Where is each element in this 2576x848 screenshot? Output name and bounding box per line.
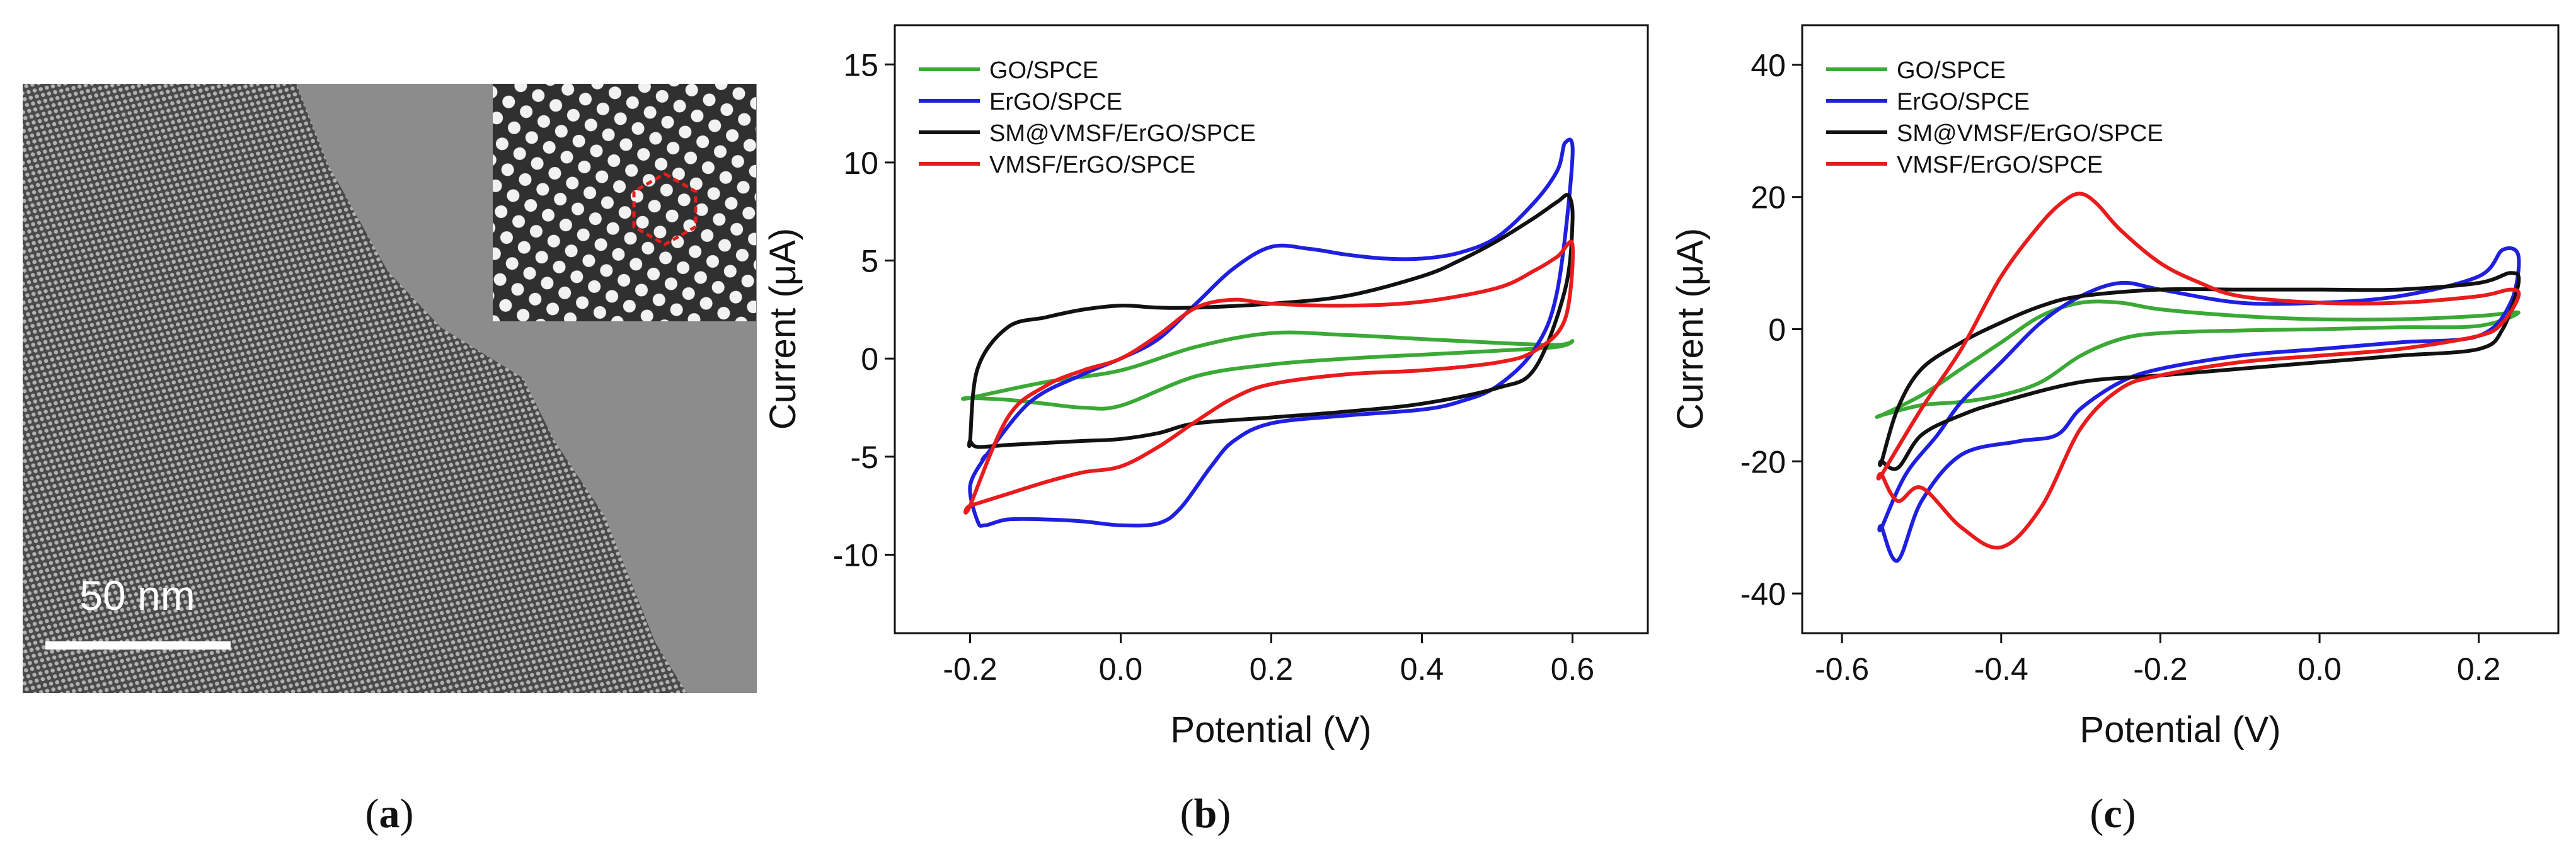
x-axis-ticks: -0.6 -0.4 -0.2 0.0 0.2 [1815, 633, 2500, 687]
x-tick-label: -0.2 [2133, 651, 2187, 687]
panel-label-b: (b) [1180, 791, 1231, 837]
scale-bar-label: 50 nm [79, 572, 195, 619]
series-line-ergo-spce [968, 137, 1575, 528]
y-axis-label: Current (μA) [1670, 228, 1711, 430]
y-axis-ticks: -40 -20 0 20 40 [1740, 48, 1802, 612]
x-tick-label: 0.4 [1400, 651, 1444, 687]
y-tick-label: 10 [843, 146, 878, 181]
x-tick-label: -0.2 [943, 651, 997, 687]
chart-c: -40 -20 0 20 40 -0.6 -0.4 -0.2 0.0 0.2 GO/SPCE Er… [1670, 24, 2560, 750]
x-tick-label: 0.0 [2297, 651, 2342, 687]
x-tick-label: 0.0 [1099, 651, 1143, 687]
chart-b: -10 -5 0 5 10 15 -0.2 0.0 0.2 0.4 0.6 GO/SPCE ErGO… [762, 24, 1649, 750]
x-tick-label: 0.2 [2457, 651, 2501, 687]
plot-frame [1801, 24, 2560, 634]
y-tick-label: 0 [1768, 312, 1786, 348]
legend-entry: ErGO/SPCE [1897, 89, 2030, 115]
series-line-sm-vmsf-ergo-spce [967, 193, 1575, 449]
legend-entry: VMSF/ErGO/SPCE [1897, 152, 2103, 178]
y-tick-label: 15 [843, 47, 878, 83]
scale-bar [45, 641, 231, 650]
tem-micrograph-icon [23, 84, 687, 693]
x-axis-label: Potential (V) [1170, 709, 1371, 750]
legend: GO/SPCE ErGO/SPCE SM@VMSF/ErGO/SPCE VMSF/Er… [919, 57, 1256, 178]
series-line-sm-vmsf-ergo-spce [1878, 271, 2521, 471]
y-tick-label: 40 [1751, 48, 1786, 83]
series-line-vmsf-ergo-spce [963, 239, 1575, 515]
y-tick-label: 5 [861, 244, 878, 279]
hexagon-marker-icon [632, 172, 698, 246]
legend-entry: GO/SPCE [1897, 57, 2006, 84]
series-group [1875, 192, 2521, 563]
y-axis-label: Current (μA) [762, 228, 803, 430]
y-tick-label: -40 [1740, 576, 1786, 612]
x-tick-label: 0.2 [1250, 651, 1294, 687]
x-axis-label: Potential (V) [2079, 709, 2280, 750]
legend-entry: GO/SPCE [989, 57, 1098, 84]
series-group [961, 137, 1575, 528]
series-line-go-spce [961, 330, 1575, 411]
legend-entry: VMSF/ErGO/SPCE [989, 152, 1195, 178]
inset-fft-image [493, 84, 756, 321]
y-tick-label: -10 [833, 537, 878, 573]
tem-shading [23, 84, 687, 693]
y-tick-label: 0 [861, 341, 878, 377]
legend: GO/SPCE ErGO/SPCE SM@VMSF/ErGO/SPCE VMSF/Er… [1826, 57, 2163, 178]
panel-label-c: (c) [2090, 791, 2136, 837]
x-tick-label: -0.4 [1974, 651, 2028, 687]
legend-entry: SM@VMSF/ErGO/SPCE [989, 120, 1256, 147]
y-tick-label: -5 [851, 440, 878, 475]
y-tick-label: -20 [1740, 444, 1786, 479]
x-tick-label: -0.6 [1815, 651, 1869, 687]
x-axis-ticks: -0.2 0.0 0.2 0.4 0.6 [943, 633, 1594, 687]
panel-a-micrograph: 50 nm [23, 84, 757, 693]
series-line-vmsf-ergo-spce [1876, 192, 2521, 550]
legend-entry: ErGO/SPCE [989, 89, 1122, 115]
legend-entry: SM@VMSF/ErGO/SPCE [1897, 120, 2163, 147]
series-line-ergo-spce [1877, 246, 2521, 563]
y-tick-label: 20 [1751, 180, 1786, 215]
x-tick-label: 0.6 [1551, 651, 1595, 687]
series-line-go-spce [1875, 299, 2521, 419]
y-axis-ticks: -10 -5 0 5 10 15 [833, 47, 895, 573]
panel-label-a: (a) [365, 791, 414, 837]
